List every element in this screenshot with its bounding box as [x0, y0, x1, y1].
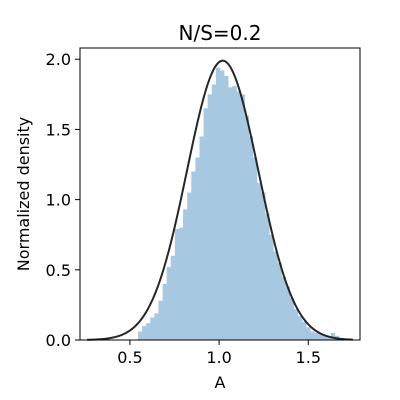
histogram-bar [187, 192, 192, 340]
histogram-bar [269, 234, 274, 340]
histogram-bar [174, 229, 180, 340]
x-axis-label: A [215, 373, 226, 392]
histogram-bar [162, 283, 167, 340]
histogram-bar [244, 115, 250, 340]
histogram-bar [277, 262, 282, 340]
histogram-bar [191, 171, 196, 340]
histogram-bar [170, 255, 176, 340]
histogram-bar [330, 332, 336, 340]
histogram-bars [137, 67, 340, 341]
histogram-bar [318, 334, 323, 340]
histogram-bar [265, 213, 270, 340]
histogram-bar [207, 94, 213, 340]
histogram-bar [261, 192, 266, 340]
histogram-bar [285, 286, 291, 340]
x-axis-ticks: 0.5 1.0 1.5 [117, 340, 321, 367]
histogram-bar [146, 323, 151, 340]
x-tick-label: 0.5 [117, 348, 142, 367]
histogram-bar [199, 136, 204, 340]
histogram-bar [248, 136, 254, 340]
y-tick-label: 2.0 [46, 50, 71, 69]
histogram-bar [302, 321, 307, 340]
y-axis-label: Normalized density [14, 117, 33, 271]
histogram-bar [220, 70, 225, 340]
y-axis-ticks: 0.0 0.5 1.0 1.5 2.0 [46, 50, 80, 350]
x-tick-label: 1.0 [206, 348, 231, 367]
histogram-bar [142, 325, 147, 340]
plot-frame [79, 47, 361, 341]
x-tick-label: 1.5 [296, 348, 321, 367]
histogram-bar [158, 300, 163, 340]
histogram-bar [215, 67, 221, 341]
histogram-bar [178, 227, 184, 340]
chart-title: N/S=0.2 [179, 21, 262, 45]
histogram-bar [224, 76, 229, 341]
histogram-bar [211, 84, 217, 340]
histogram-bar [281, 276, 286, 340]
histogram-bar [322, 335, 327, 340]
y-tick-label: 1.0 [46, 191, 71, 210]
histogram-bar [228, 87, 233, 340]
histogram-bar [236, 91, 241, 341]
y-tick-label: 1.5 [46, 120, 71, 139]
histogram-bar [195, 157, 200, 340]
y-tick-label: 0.5 [46, 261, 71, 280]
histogram-bar [166, 267, 172, 340]
histogram-bar [273, 251, 278, 340]
histogram-bar [203, 108, 208, 340]
density-fit-curve [87, 59, 353, 341]
histogram-bar [252, 157, 258, 340]
histogram-bar [137, 331, 143, 340]
histogram-bar [240, 94, 245, 340]
histogram-bar [293, 309, 299, 340]
histogram-bar [310, 331, 315, 340]
histogram-bar [297, 316, 303, 340]
histogram-bar [232, 85, 237, 341]
histogram-bar [150, 317, 155, 340]
histogram-bar [183, 209, 188, 340]
histogram-bar [326, 336, 332, 340]
histogram-bar [289, 297, 295, 340]
histogram-bar [306, 327, 311, 340]
y-tick-label: 0.0 [46, 331, 71, 350]
histogram-bar [314, 332, 319, 340]
histogram-bar [256, 182, 262, 340]
histogram-bar [154, 313, 159, 340]
